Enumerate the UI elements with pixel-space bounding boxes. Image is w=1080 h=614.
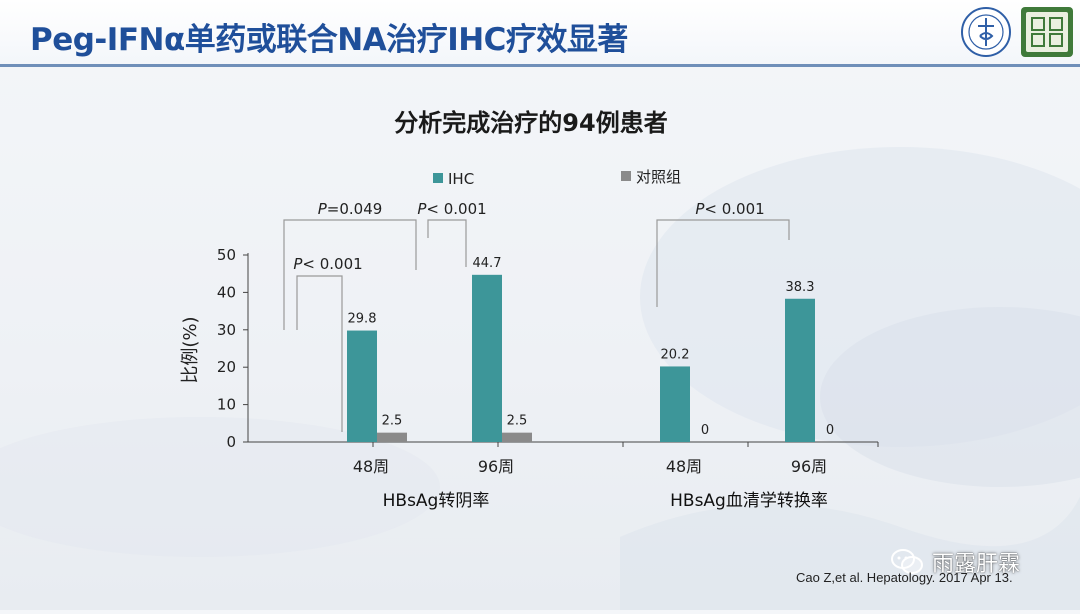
p-symbol: P	[417, 200, 427, 218]
x-tick-label: 48周	[353, 457, 389, 476]
header-divider	[0, 64, 1080, 67]
green-seal-logo	[1020, 6, 1074, 58]
p-value-label: P< 0.001	[293, 255, 362, 273]
group-label: HBsAg转阴率	[383, 491, 490, 511]
watermark: 雨露肝霖	[890, 542, 1020, 582]
legend-label: 对照组	[636, 168, 681, 186]
chart-bars: 29.8 44.7 20.2 38.3 2.5 2.5 0 0	[347, 256, 834, 442]
data-label: 2.5	[507, 414, 528, 429]
page-title: Peg-IFNα单药或联合NA治疗IHC疗效显著	[30, 22, 628, 58]
y-tick-label: 0	[226, 433, 236, 451]
group-label: HBsAg血清学转换率	[670, 491, 828, 511]
p-value: < 0.001	[704, 200, 764, 218]
bar-ihc	[347, 330, 377, 442]
p-value-label: P< 0.001	[695, 200, 764, 218]
y-tick-label: 30	[217, 321, 236, 339]
bar-ihc	[785, 298, 815, 442]
p-value: =0.049	[327, 200, 383, 218]
watermark-text: 雨露肝霖	[932, 552, 1021, 577]
background-decoration	[0, 67, 1080, 610]
hospital-emblem-logo	[960, 6, 1012, 58]
bar-ihc	[472, 274, 502, 442]
x-tick-label: 96周	[791, 457, 827, 476]
p-symbol: P	[318, 200, 328, 218]
data-label: 0	[701, 423, 709, 438]
bar-ihc	[660, 366, 690, 442]
citation: Cao Z,et al. Hepatology. 2017 Apr 13.	[796, 570, 1013, 585]
p-value-label: P=0.049	[318, 200, 383, 218]
significance-bracket	[656, 219, 790, 307]
data-label: 29.8	[348, 312, 377, 327]
legend-swatch	[433, 173, 443, 183]
y-tick-label: 50	[217, 246, 236, 264]
significance-bracket	[296, 275, 343, 432]
wechat-icon	[891, 549, 923, 574]
bar-control	[377, 432, 407, 442]
x-tick-label: 96周	[478, 457, 514, 476]
p-symbol: P	[695, 200, 705, 218]
y-tick-label: 20	[217, 358, 236, 376]
data-label: 20.2	[661, 347, 690, 362]
significance-bracket	[427, 219, 467, 267]
p-value-label: P< 0.001	[417, 200, 486, 218]
legend-swatch	[621, 171, 631, 181]
y-tick-label: 10	[217, 396, 236, 414]
data-label: 0	[826, 423, 834, 438]
legend-label: IHC	[448, 170, 474, 188]
significance-bracket	[283, 219, 417, 330]
p-value: < 0.001	[302, 255, 362, 273]
data-label: 44.7	[473, 256, 502, 271]
p-value: < 0.001	[426, 200, 486, 218]
chart-title: 分析完成治疗的94例患者	[394, 109, 667, 137]
data-label: 38.3	[786, 280, 815, 295]
chart-axes: 0 10 20 30 40 50 48周 96周 48周 96周 HBsAg转阴率 HBsAg血清学转…	[217, 246, 879, 511]
data-label: 2.5	[382, 414, 403, 429]
chart-legend: IHC 对照组	[433, 168, 681, 188]
slide-header: Peg-IFNα单药或联合NA治疗IHC疗效显著	[0, 0, 1080, 67]
bar-control	[502, 432, 532, 442]
y-axis-label: 比例(%)	[180, 316, 201, 383]
x-tick-label: 48周	[666, 457, 702, 476]
p-symbol: P	[293, 255, 303, 273]
y-tick-label: 40	[217, 283, 236, 301]
